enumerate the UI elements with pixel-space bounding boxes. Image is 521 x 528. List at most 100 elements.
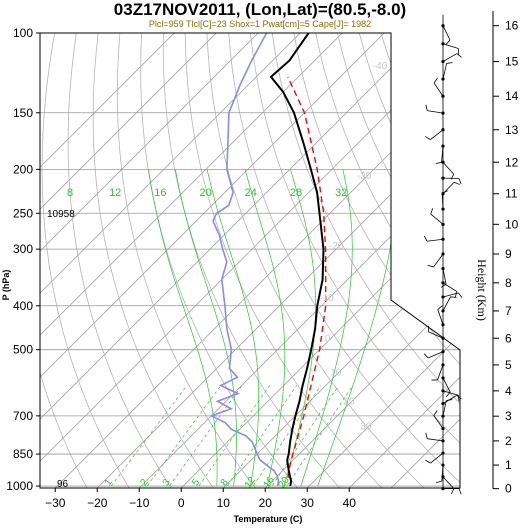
theta-w-label-28: 28	[290, 187, 302, 199]
height-tick-label-1: 1	[505, 458, 512, 472]
wind-barb	[441, 24, 451, 45]
wind-barb-flag	[445, 39, 451, 45]
wind-barb-shaft	[442, 268, 447, 285]
height-tick-label-6: 6	[505, 331, 512, 345]
pressure-axis: 100 150 200 250 300 400 500 700 850 1000	[6, 26, 40, 493]
wind-barb	[425, 104, 445, 115]
height-axis-label: Height (Km)	[475, 259, 489, 321]
wind-barb	[441, 42, 460, 55]
wind-barb-flag	[435, 161, 442, 165]
dry-adiabat-350	[250, 33, 460, 488]
isotherm-20	[257, 33, 460, 488]
wind-barb-shaft	[442, 63, 447, 80]
wind-barb	[440, 266, 447, 288]
height-tick-label-5: 5	[505, 358, 512, 372]
isotherm-40	[341, 33, 460, 488]
mixing-ratio-1	[103, 385, 188, 488]
mixing-ratio-20	[280, 385, 354, 488]
wind-barb-shaft	[427, 110, 444, 114]
pressure-tick-label-300: 300	[13, 242, 33, 256]
wind-barb-shaft	[433, 82, 444, 97]
theta-w-label-32: 32	[335, 187, 347, 199]
wind-barb	[427, 325, 445, 340]
wind-barb	[441, 292, 463, 299]
theta-w-label-12: 12	[109, 187, 121, 199]
wind-barb-shaft	[442, 395, 457, 404]
temperature-tick-label--30: −30	[45, 496, 66, 510]
isotherm--100	[40, 33, 227, 488]
wind-barb-flag	[433, 410, 438, 416]
wind-barb-flag	[425, 104, 428, 111]
height-tick-label-0: 0	[505, 482, 512, 496]
wind-barb-flag	[425, 459, 431, 464]
wind-barb-flag	[455, 291, 457, 298]
moist-adiabat-16	[206, 169, 260, 487]
wind-barb	[441, 395, 462, 406]
parcel-profile-line	[287, 76, 327, 478]
pressure-tick-label-400: 400	[13, 299, 33, 313]
dry-adiabat-370	[293, 33, 460, 488]
wind-barb	[436, 463, 445, 484]
height-tick-label-10: 10	[505, 217, 519, 231]
isotherm--70	[40, 33, 353, 488]
wind-barb	[441, 399, 453, 418]
moist-adiabat-12	[175, 169, 237, 487]
wind-barb	[425, 432, 445, 443]
wind-barb-flag	[458, 178, 462, 185]
height-tick-label-11: 11	[505, 187, 518, 201]
theta-w-label-8: 8	[67, 187, 73, 199]
wind-barb-shaft	[437, 309, 444, 325]
wind-barb-flag	[423, 353, 429, 359]
pressure-tick-label-200: 200	[13, 162, 33, 176]
isotherm-label-0: 0	[325, 334, 331, 345]
wind-barb	[441, 181, 460, 196]
y-axis-label: P (hPa)	[1, 270, 11, 301]
wind-barb-shaft	[441, 465, 444, 482]
height-tick-label-3: 3	[505, 409, 512, 423]
isotherm--80	[40, 33, 311, 488]
isotherm--60	[40, 33, 395, 488]
wind-barb-flag	[430, 208, 434, 215]
mixing-ratio-16	[265, 385, 339, 488]
wind-barb	[441, 296, 457, 313]
height-tick-label-16: 16	[505, 19, 519, 33]
wind-barb-flag	[457, 395, 460, 402]
wind-barb-flag	[425, 432, 428, 439]
temperature-tick-label-40: 40	[343, 496, 357, 510]
annotation-10958: 10958	[47, 209, 75, 220]
wind-barb-flag	[450, 173, 455, 180]
isotherm-50	[383, 33, 460, 488]
dry-adiabat-330	[206, 33, 433, 488]
height-tick-label-13: 13	[505, 123, 519, 137]
wind-barb-shaft	[430, 452, 444, 464]
temperature-axis: −30 −20 −10 0 10 20 30 40	[45, 488, 356, 510]
wind-barb	[433, 77, 445, 98]
wind-barb	[441, 53, 462, 64]
wind-barb	[435, 144, 445, 165]
isotherm--110	[40, 33, 185, 488]
diagram-labels: 8 12 16 20 24 28 321 2 3 5 8 12 16 20-40-30-20-100102…	[67, 61, 388, 490]
isotherm-label-10: 10	[330, 367, 342, 378]
theta-w-label-24: 24	[245, 187, 257, 199]
wind-barb-shaft	[433, 253, 444, 268]
pressure-tick-label-150: 150	[13, 106, 33, 120]
pressure-tick-label-250: 250	[13, 206, 33, 220]
dry-adiabat-340	[228, 33, 460, 488]
wind-barb-flag	[437, 305, 443, 310]
wind-barb-flag	[450, 296, 457, 298]
wind-barb-flag	[458, 488, 462, 495]
moist-adiabat-32	[317, 169, 397, 487]
wind-barb-shaft	[442, 296, 451, 312]
dry-adiabat-lines	[40, 33, 460, 488]
wind-barb-flag	[446, 62, 453, 64]
isotherm-label--10: -10	[319, 293, 334, 304]
isotherm--20	[89, 33, 460, 488]
dry-adiabat-380	[315, 33, 460, 488]
isotherm-label-30: 30	[360, 421, 372, 432]
isotherm-30	[299, 33, 460, 488]
temperature-tick-label--20: −20	[87, 496, 108, 510]
isotherm-label-20: 20	[343, 396, 355, 407]
temperature-tick-label--10: −10	[129, 496, 150, 510]
